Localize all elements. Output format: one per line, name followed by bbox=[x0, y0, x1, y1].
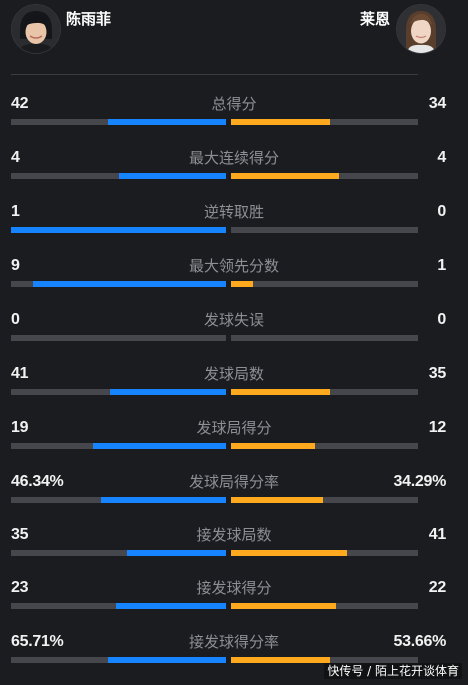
right-bar-fill bbox=[231, 173, 340, 179]
stat-row: 23 接发球得分 22 bbox=[0, 577, 468, 631]
right-bar-track bbox=[231, 443, 418, 449]
stat-left-value: 23 bbox=[11, 579, 29, 596]
right-bar-track bbox=[231, 281, 418, 287]
stat-right-value: 41 bbox=[428, 526, 447, 543]
stat-right-value: 0 bbox=[437, 203, 446, 220]
right-bar-fill bbox=[231, 119, 331, 125]
left-bar-fill bbox=[92, 443, 226, 449]
stat-left-value: 9 bbox=[11, 257, 20, 274]
stat-right-value: 34 bbox=[428, 95, 447, 112]
right-bar-fill bbox=[231, 603, 336, 609]
right-bar-track bbox=[231, 227, 418, 233]
stat-label: 最大连续得分 bbox=[188, 149, 279, 167]
stat-left-value: 41 bbox=[11, 365, 29, 382]
stat-left-value: 1 bbox=[11, 203, 20, 220]
left-bar-fill bbox=[109, 389, 226, 395]
stat-right-value: 34.29% bbox=[393, 473, 447, 490]
left-bar-fill bbox=[107, 657, 226, 663]
right-bar-track bbox=[231, 119, 418, 125]
right-bar-track bbox=[231, 173, 418, 179]
player-right-photo bbox=[397, 5, 445, 53]
player-right-name: 莱恩 bbox=[359, 10, 390, 28]
left-bar-track bbox=[11, 389, 226, 395]
stat-label: 发球失误 bbox=[203, 311, 264, 329]
stat-left-value: 4 bbox=[11, 149, 20, 166]
right-bar-fill bbox=[231, 281, 254, 287]
player-left-avatar[interactable] bbox=[11, 4, 61, 54]
stat-label: 接发球局数 bbox=[196, 526, 272, 544]
left-bar-fill bbox=[11, 227, 226, 233]
right-bar-fill bbox=[231, 550, 347, 556]
player-left-photo bbox=[12, 5, 60, 53]
stat-right-value: 4 bbox=[437, 149, 446, 166]
left-bar-fill bbox=[101, 497, 226, 503]
stat-row: 41 发球局数 35 bbox=[0, 363, 468, 417]
stat-label: 接发球得分率 bbox=[188, 633, 279, 651]
stat-right-value: 53.66% bbox=[393, 633, 447, 650]
left-bar-track bbox=[11, 443, 226, 449]
right-bar-track bbox=[231, 389, 418, 395]
stat-label: 最大领先分数 bbox=[188, 257, 279, 275]
left-bar-fill bbox=[32, 281, 226, 287]
stat-label: 接发球得分 bbox=[196, 579, 272, 597]
stat-label: 总得分 bbox=[211, 95, 257, 113]
right-bar-track bbox=[231, 657, 418, 663]
right-bar-track bbox=[231, 335, 418, 341]
stat-left-value: 42 bbox=[11, 95, 29, 112]
right-bar-fill bbox=[231, 443, 316, 449]
left-bar-track bbox=[11, 335, 226, 341]
left-bar-track bbox=[11, 603, 226, 609]
player-right-avatar[interactable] bbox=[396, 4, 446, 54]
source-watermark: 快传号 / 陌上花开谈体育 bbox=[324, 663, 462, 679]
match-header: 陈雨菲 莱恩 bbox=[0, 0, 468, 60]
stat-row: 35 接发球局数 41 bbox=[0, 524, 468, 578]
left-bar-track bbox=[11, 657, 226, 663]
stat-right-value: 22 bbox=[428, 579, 447, 596]
left-bar-track bbox=[11, 497, 226, 503]
left-bar-track bbox=[11, 227, 226, 233]
stat-right-value: 0 bbox=[437, 311, 446, 328]
left-bar-fill bbox=[118, 173, 226, 179]
left-bar-track bbox=[11, 281, 226, 287]
left-bar-fill bbox=[116, 603, 226, 609]
right-bar-track bbox=[231, 497, 418, 503]
stat-right-value: 1 bbox=[437, 257, 446, 274]
stat-row: 46.34% 发球局得分率 34.29% bbox=[0, 471, 468, 525]
right-bar-fill bbox=[231, 389, 331, 395]
right-bar-fill bbox=[231, 657, 331, 663]
left-bar-fill bbox=[127, 550, 226, 556]
stat-row: 19 发球局得分 12 bbox=[0, 417, 468, 471]
right-bar-fill bbox=[231, 497, 323, 503]
stat-row: 1 逆转取胜 0 bbox=[0, 201, 468, 255]
stat-label: 发球局得分 bbox=[196, 419, 272, 437]
stat-left-value: 46.34% bbox=[11, 473, 64, 490]
left-bar-fill bbox=[107, 119, 226, 125]
stat-label: 逆转取胜 bbox=[203, 203, 264, 221]
stat-left-value: 19 bbox=[11, 419, 29, 436]
left-bar-track bbox=[11, 173, 226, 179]
stat-row: 42 总得分 34 bbox=[0, 93, 468, 147]
right-bar-track bbox=[231, 550, 418, 556]
left-bar-track bbox=[11, 119, 226, 125]
stat-label: 发球局得分率 bbox=[188, 473, 279, 491]
stat-right-value: 35 bbox=[428, 365, 447, 382]
right-bar-track bbox=[231, 603, 418, 609]
stat-row: 0 发球失误 0 bbox=[0, 309, 468, 363]
stat-right-value: 12 bbox=[428, 419, 447, 436]
stat-left-value: 0 bbox=[11, 311, 20, 328]
stat-row: 65.71% 接发球得分率 53.66% bbox=[0, 631, 468, 685]
stat-left-value: 35 bbox=[11, 526, 29, 543]
stat-row: 9 最大领先分数 1 bbox=[0, 255, 468, 309]
header-divider bbox=[11, 74, 418, 75]
player-left-name: 陈雨菲 bbox=[66, 10, 112, 28]
stat-label: 发球局数 bbox=[203, 365, 264, 383]
stat-left-value: 65.71% bbox=[11, 633, 64, 650]
left-bar-track bbox=[11, 550, 226, 556]
stat-row: 4 最大连续得分 4 bbox=[0, 147, 468, 201]
